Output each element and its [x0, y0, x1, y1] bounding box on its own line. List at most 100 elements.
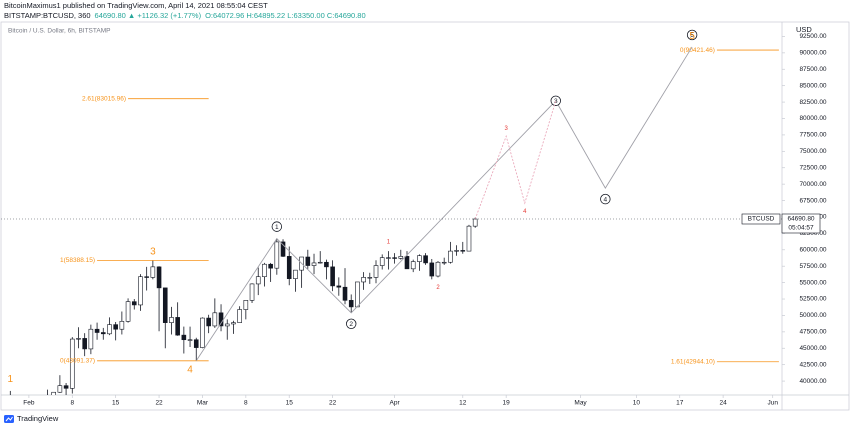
footer-brand: TradingView: [17, 414, 59, 423]
wave-label: 5: [690, 32, 694, 39]
frame: [0, 21, 850, 411]
candle-body: [472, 218, 478, 227]
degree-label: 3: [150, 246, 156, 257]
y-tick-label: 55000.00: [799, 279, 826, 286]
candle-body: [144, 276, 149, 278]
candle-body: [150, 266, 156, 278]
wave-circle: [600, 193, 611, 205]
sub-wave-label: 3: [504, 126, 508, 132]
y-tick-label: 50000.00: [799, 312, 826, 319]
fib-label: 2.61(83015.96): [82, 95, 126, 102]
candle-body: [206, 317, 211, 327]
candle-body: [280, 241, 286, 257]
plot-area: 2.61(83015.96) 1(58388.15) 0(43091.37) 0(90…: [1, 29, 782, 395]
candle-body: [435, 261, 441, 277]
ohlc: O:64072.96 H:64895.22 L:63350.00 C:64690…: [205, 11, 366, 20]
candle-body: [373, 265, 379, 278]
candle-body: [88, 328, 94, 350]
candle-body: [107, 324, 112, 335]
candle-body: [113, 324, 118, 330]
candle-body: [243, 300, 249, 310]
candle-body: [286, 256, 292, 279]
wave-label: 1: [275, 224, 279, 231]
degree-label: 4: [187, 365, 193, 376]
candle-body: [255, 276, 261, 285]
x-tick-label: May: [574, 400, 587, 407]
candle-body: [200, 317, 205, 348]
candle-body: [119, 321, 125, 330]
x-tick-label: Apr: [390, 400, 401, 407]
candle-body: [441, 261, 447, 264]
sub-wave-label: 1: [387, 239, 391, 245]
wave-label: 2: [349, 321, 353, 328]
candle-body: [454, 250, 459, 252]
y-tick-label: 67500.00: [799, 197, 826, 204]
y-tick-label: 62500.00: [799, 230, 826, 237]
candle-body: [460, 250, 466, 252]
y-tick-label: 40000.00: [799, 378, 826, 385]
y-tick-label: 60000.00: [799, 247, 826, 254]
change: 64690.80 ▲ +1126.32 (+1.77%): [95, 11, 202, 20]
candle-body: [336, 285, 342, 288]
y-tick-label: 82500.00: [799, 99, 826, 106]
header-symbol: BITSTAMP:BTCUSD, 360 64690.80 ▲ +1126.32 …: [4, 11, 366, 20]
candle-body: [175, 317, 180, 336]
candle-body: [367, 277, 373, 279]
countdown-label: 05:04:57: [788, 225, 814, 232]
candle-body: [212, 312, 218, 327]
candle-body: [125, 301, 131, 322]
candle-body: [224, 323, 230, 327]
candle-body: [348, 300, 354, 308]
fib-label: 0(43091.37): [60, 358, 95, 365]
y-tick-label: 70000.00: [799, 181, 826, 188]
wave-circle: [686, 29, 698, 41]
x-tick-label: Mar: [197, 400, 209, 407]
candle-body: [169, 317, 174, 323]
y-tick-label: 92500.00: [799, 33, 826, 40]
y-tick-label: 52500.00: [799, 296, 826, 303]
symbol-label: BTCUSD: [748, 216, 775, 223]
candle-body: [448, 250, 453, 263]
y-tick-label: 87500.00: [799, 66, 826, 73]
candle-body: [330, 266, 335, 287]
candle-body: [57, 385, 63, 393]
x-tick-label: 15: [286, 400, 294, 407]
degree-label: 5: [689, 31, 695, 42]
candle-body: [193, 339, 199, 348]
wave-label: 4: [604, 196, 608, 203]
fib-label: 0(90421.46): [680, 47, 715, 54]
y-tick-label: 42500.00: [799, 361, 826, 368]
candle-body: [181, 334, 187, 341]
wave-circle: [346, 318, 357, 330]
candle-body: [317, 261, 323, 264]
candle-body: [156, 266, 162, 289]
candle-body: [63, 385, 69, 389]
candle-body: [392, 257, 397, 259]
candle-body: [417, 255, 422, 262]
wave-path: [195, 46, 693, 362]
projection-path: [474, 100, 557, 220]
y-tick-label: 72500.00: [799, 164, 826, 171]
candle-body: [187, 339, 193, 341]
candle-body: [138, 276, 143, 306]
candle-body: [268, 263, 273, 269]
candle-body: [386, 257, 391, 259]
candle-body: [51, 391, 56, 395]
y-tick-label: 47500.00: [799, 329, 826, 336]
candle-body: [249, 283, 255, 301]
x-tick-label: 15: [112, 400, 120, 407]
x-tick-label: Feb: [23, 400, 35, 407]
candle-body: [355, 281, 360, 308]
y-tick-label: 90000.00: [799, 50, 826, 57]
x-tick-label: Jun: [767, 400, 778, 407]
candle-body: [293, 269, 298, 279]
symbol: BITSTAMP:BTCUSD, 360: [4, 11, 91, 20]
x-tick-label: 10: [633, 400, 641, 407]
y-tick-label: 45000.00: [799, 345, 826, 352]
candle-body: [410, 261, 416, 270]
logo: [4, 415, 14, 423]
x-tick-label: 8: [244, 400, 248, 407]
candle-body: [76, 338, 81, 340]
